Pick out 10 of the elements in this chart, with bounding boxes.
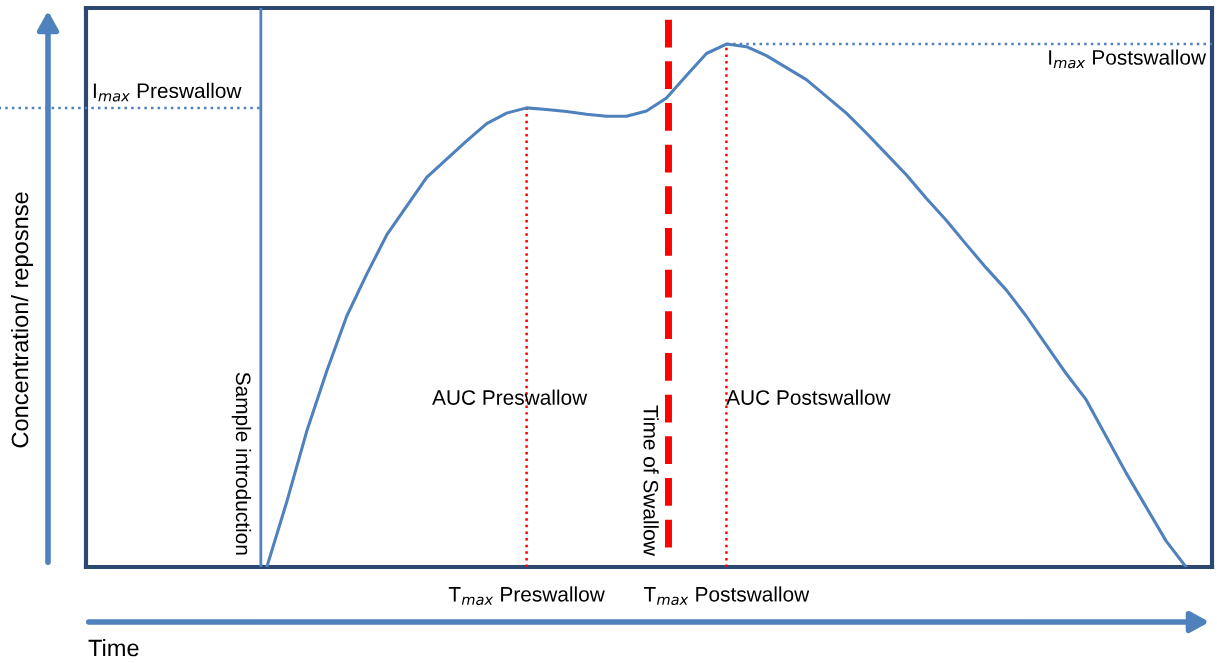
x-tick-label: T$_{max}$ Postswallow	[643, 586, 810, 606]
annotation: Sample introduction	[231, 372, 252, 555]
ref-line-label: I$_{max}$ Postswallow	[1049, 49, 1207, 69]
x-axis-title: Time	[88, 638, 139, 657]
annotation: Time of Swallow	[643, 405, 659, 556]
y-axis-title: Concentration/ reposnse	[11, 192, 33, 448]
ref-line-label: I$_{max}$ Preswallow	[93, 82, 242, 102]
annotation: AUC Postswallow	[726, 389, 891, 405]
x-tick-label: T$_{max}$ Preswallow	[448, 586, 605, 606]
annotation: AUC Preswallow	[432, 389, 588, 405]
